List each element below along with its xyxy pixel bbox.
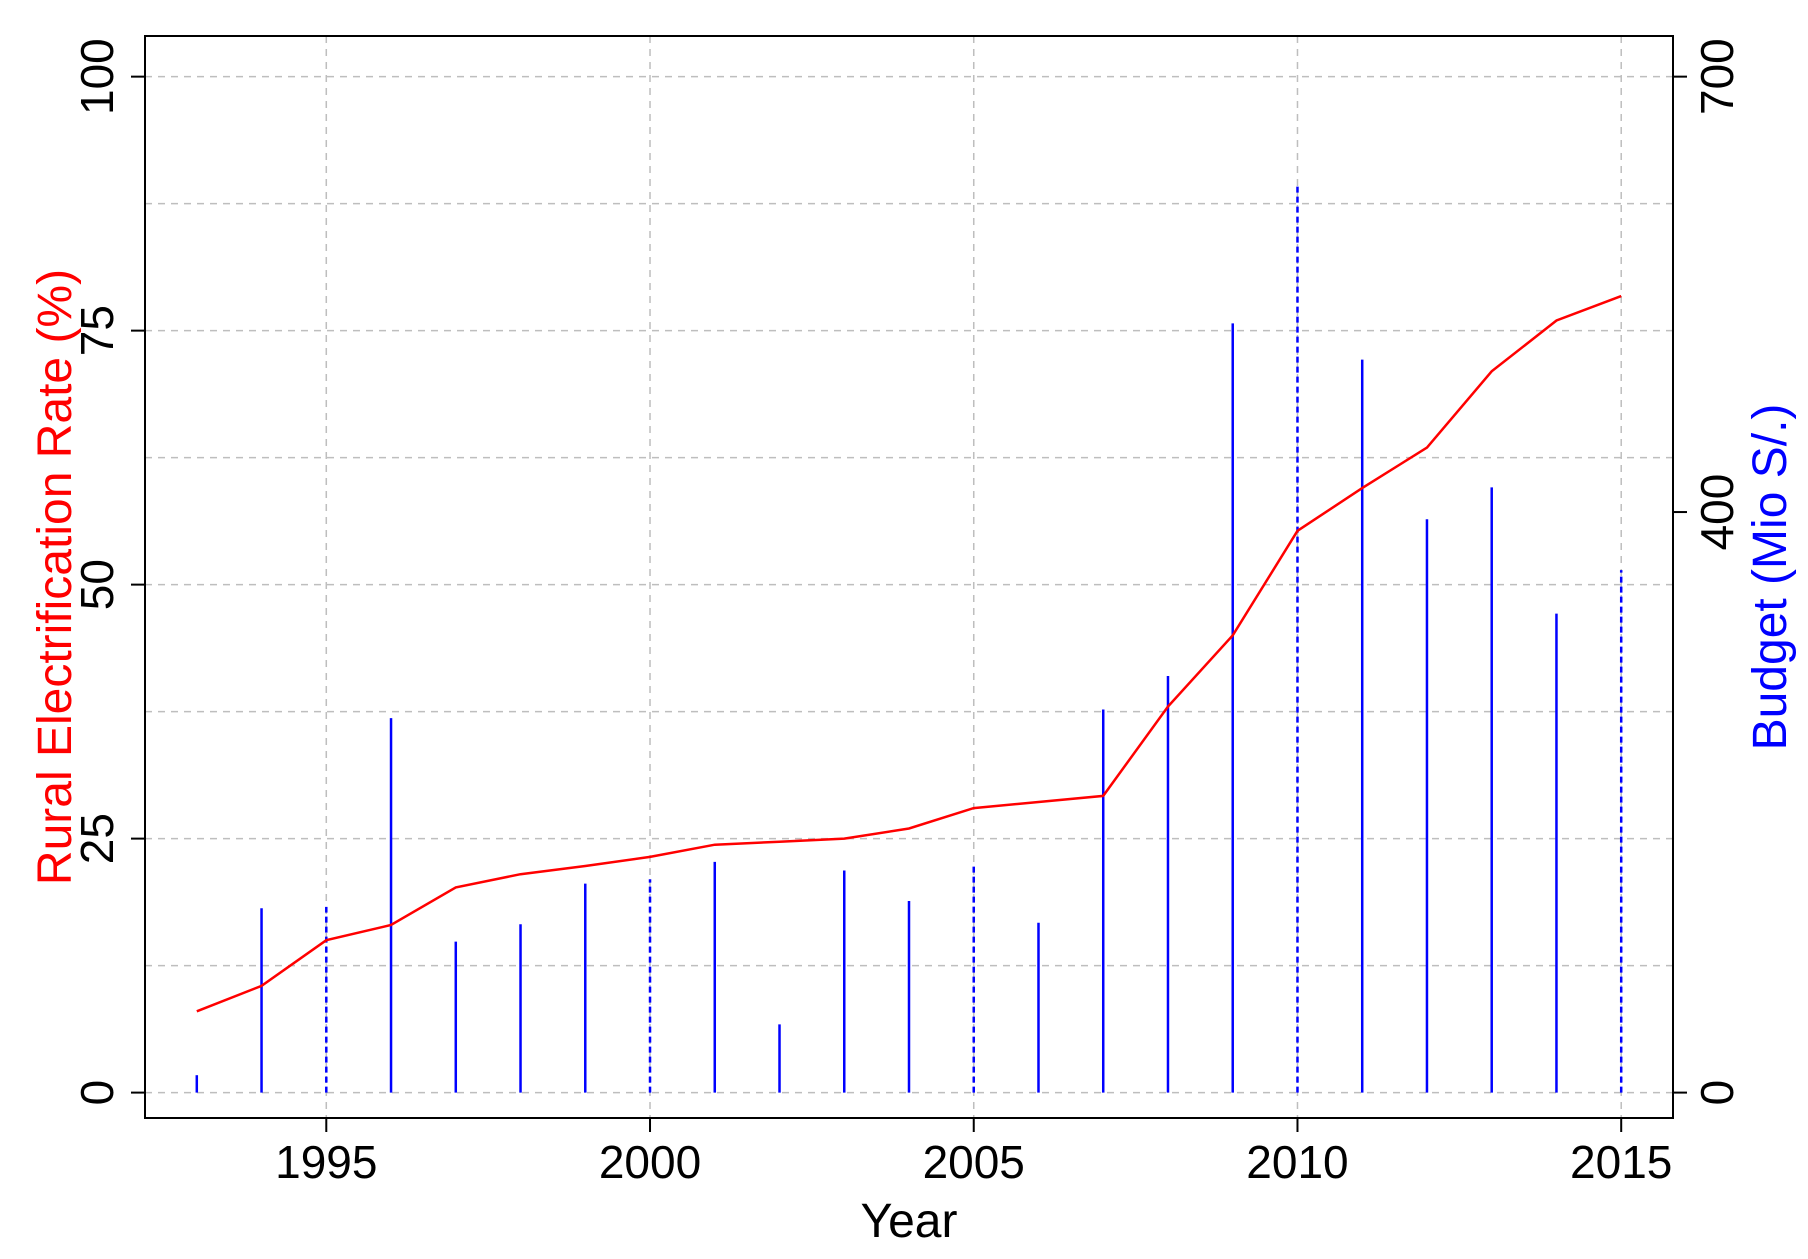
budget-bars [195,182,1623,1093]
right-y-axis-title: Budget (Mio S/.) [1744,404,1797,751]
y-right-tick-label: 0 [1691,1080,1743,1106]
x-axis-title: Year [861,1195,958,1248]
left-y-axis-title: Rural Electrification Rate (%) [29,269,82,885]
y-right-tick-label: 700 [1691,38,1743,115]
x-axis: 1995 2000 2005 2010 2015 [275,1118,1672,1188]
left-y-axis: 0 25 50 75 100 [71,38,145,1105]
x-tick-label: 2015 [1570,1136,1672,1188]
plot-frame [144,35,1674,1119]
y-left-tick-label: 75 [71,305,123,356]
y-left-tick-label: 100 [71,38,123,115]
x-tick-label: 2000 [599,1136,701,1188]
y-left-tick-label: 0 [71,1080,123,1106]
y-left-tick-label: 25 [71,813,123,864]
y-right-tick-label: 400 [1691,474,1743,551]
x-tick-label: 2010 [1246,1136,1348,1188]
rate-line [196,294,1622,1013]
y-left-tick-label: 50 [71,559,123,610]
x-tick-label: 2005 [923,1136,1025,1188]
x-tick-label: 1995 [275,1136,377,1188]
right-y-axis: 0 400 700 [1673,38,1743,1105]
